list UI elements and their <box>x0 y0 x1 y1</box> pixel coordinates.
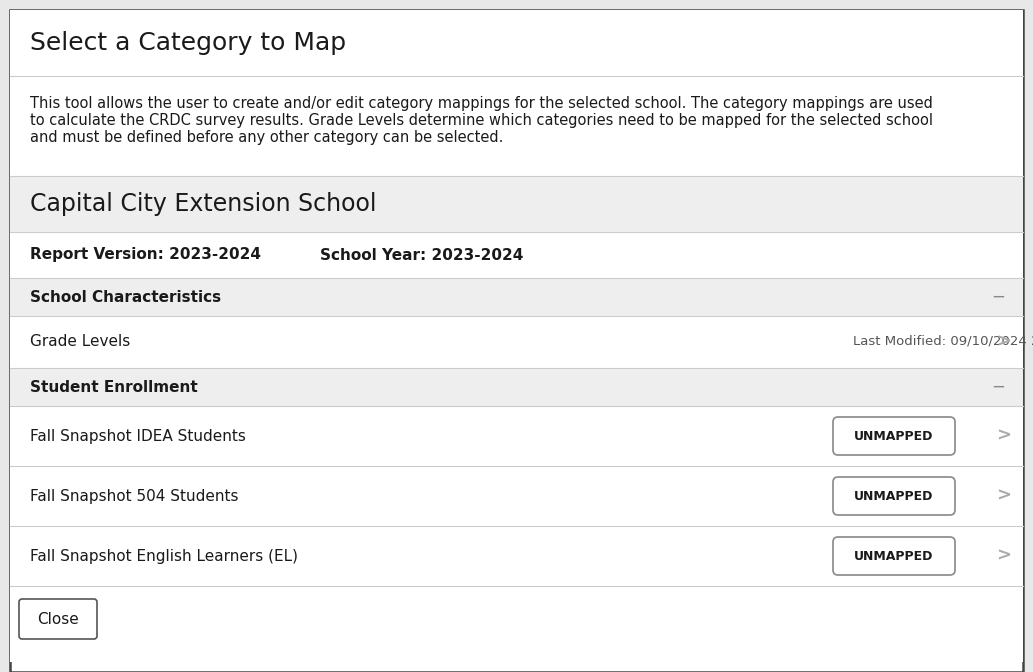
FancyBboxPatch shape <box>10 406 1023 466</box>
Text: >: > <box>996 487 1011 505</box>
FancyBboxPatch shape <box>10 526 1023 586</box>
FancyBboxPatch shape <box>10 76 1023 176</box>
Text: −: − <box>991 378 1005 396</box>
Text: Select a Category to Map: Select a Category to Map <box>30 31 346 55</box>
Text: >: > <box>996 333 1011 351</box>
Text: >: > <box>996 427 1011 445</box>
FancyBboxPatch shape <box>833 537 954 575</box>
FancyBboxPatch shape <box>10 10 1023 76</box>
Text: −: − <box>991 288 1005 306</box>
Text: Capital City Extension School: Capital City Extension School <box>30 192 376 216</box>
Text: and must be defined before any other category can be selected.: and must be defined before any other cat… <box>30 130 503 145</box>
FancyBboxPatch shape <box>10 176 1023 232</box>
Text: Fall Snapshot 504 Students: Fall Snapshot 504 Students <box>30 489 239 503</box>
Text: >: > <box>996 547 1011 565</box>
FancyBboxPatch shape <box>833 477 954 515</box>
FancyBboxPatch shape <box>833 417 954 455</box>
Text: Fall Snapshot English Learners (EL): Fall Snapshot English Learners (EL) <box>30 548 298 564</box>
Text: Student Enrollment: Student Enrollment <box>30 380 197 394</box>
FancyBboxPatch shape <box>10 316 1023 368</box>
FancyBboxPatch shape <box>19 599 97 639</box>
FancyBboxPatch shape <box>10 586 1023 662</box>
Text: UNMAPPED: UNMAPPED <box>854 429 934 442</box>
FancyBboxPatch shape <box>10 368 1023 406</box>
Text: Fall Snapshot IDEA Students: Fall Snapshot IDEA Students <box>30 429 246 444</box>
FancyBboxPatch shape <box>10 10 1023 672</box>
Text: Last Modified: 09/10/2024 2:26 pm: Last Modified: 09/10/2024 2:26 pm <box>853 335 1033 349</box>
FancyBboxPatch shape <box>10 278 1023 316</box>
FancyBboxPatch shape <box>10 466 1023 526</box>
Text: UNMAPPED: UNMAPPED <box>854 489 934 503</box>
Text: Report Version: 2023-2024: Report Version: 2023-2024 <box>30 247 261 263</box>
Text: School Characteristics: School Characteristics <box>30 290 221 304</box>
Text: Close: Close <box>37 612 79 626</box>
FancyBboxPatch shape <box>10 232 1023 278</box>
Text: UNMAPPED: UNMAPPED <box>854 550 934 562</box>
Text: to calculate the CRDC survey results. Grade Levels determine which categories ne: to calculate the CRDC survey results. Gr… <box>30 113 933 128</box>
Text: School Year: 2023-2024: School Year: 2023-2024 <box>320 247 524 263</box>
Text: This tool allows the user to create and/or edit category mappings for the select: This tool allows the user to create and/… <box>30 96 933 111</box>
Text: Grade Levels: Grade Levels <box>30 335 130 349</box>
